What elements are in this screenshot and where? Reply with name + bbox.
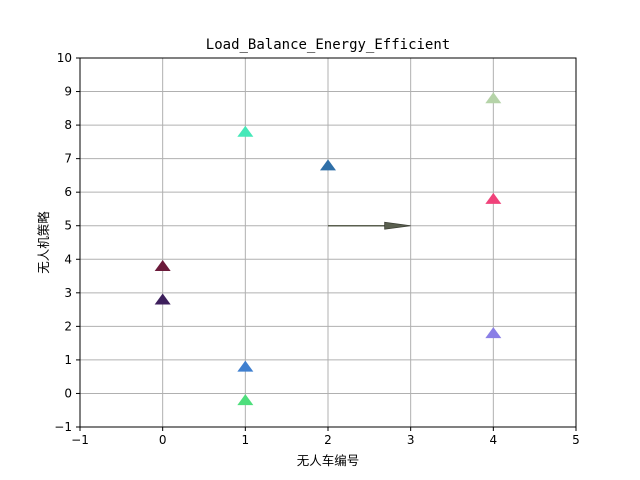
y-tick-label: 5 <box>64 219 72 233</box>
y-tick-label: 3 <box>64 286 72 300</box>
x-tick-label: 4 <box>490 433 498 447</box>
scatter-point <box>237 360 254 372</box>
x-tick-label: 0 <box>159 433 167 447</box>
scatter-point <box>485 92 502 104</box>
y-axis-ticks: −1 0 1 2 3 4 5 6 7 8 9 10 <box>54 51 80 434</box>
y-tick-label: 4 <box>64 252 72 266</box>
scatter-point <box>154 293 171 305</box>
y-tick-label: 1 <box>64 353 72 367</box>
x-tick-label: 5 <box>572 433 580 447</box>
x-axis-ticks: −1 0 1 2 3 4 5 <box>71 427 580 447</box>
scatter-point <box>237 125 254 137</box>
scatter-point <box>320 159 336 171</box>
grid-lines <box>79 57 577 428</box>
x-tick-label: −1 <box>71 433 89 447</box>
y-tick-label: 9 <box>64 85 72 99</box>
y-tick-label: 0 <box>64 386 72 400</box>
y-axis-label: 无人机策略 <box>36 211 51 274</box>
x-axis-label: 无人车编号 <box>297 453 360 468</box>
y-tick-label: 7 <box>64 152 72 166</box>
scatter-point <box>485 192 502 204</box>
y-tick-label: −1 <box>54 420 72 434</box>
arrow-head <box>384 221 411 230</box>
y-tick-label: 10 <box>57 51 72 65</box>
scatter-point <box>237 394 254 406</box>
y-tick-label: 8 <box>64 118 72 132</box>
chart-title: Load_Balance_Energy_Efficient <box>206 37 450 53</box>
x-tick-label: 2 <box>324 433 332 447</box>
y-tick-label: 2 <box>64 319 72 333</box>
y-tick-label: 6 <box>64 185 72 199</box>
data-points <box>154 92 502 406</box>
scatter-point <box>485 327 502 339</box>
x-tick-label: 3 <box>407 433 415 447</box>
x-tick-label: 1 <box>242 433 250 447</box>
arrow-annotations <box>328 221 411 230</box>
scatter-point <box>154 259 171 271</box>
